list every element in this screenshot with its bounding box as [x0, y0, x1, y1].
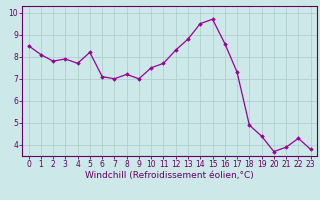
- X-axis label: Windchill (Refroidissement éolien,°C): Windchill (Refroidissement éolien,°C): [85, 171, 254, 180]
